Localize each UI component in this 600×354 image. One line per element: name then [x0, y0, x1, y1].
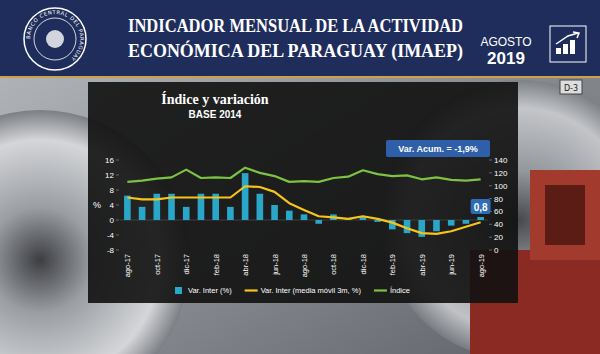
line-series — [127, 186, 480, 234]
y2-tick-label: 80 — [494, 195, 503, 204]
sign — [560, 80, 582, 94]
y2-tick-label: 140 — [494, 156, 508, 165]
bar — [139, 207, 146, 220]
bar — [301, 214, 308, 220]
logo-text-path: BANCO CENTRAL DEL PARAGUAY — [25, 9, 85, 63]
bar — [448, 220, 455, 226]
logo-text: BANCO CENTRAL DEL PARAGUAY — [25, 9, 85, 63]
y-tick — [116, 235, 119, 236]
y-tick — [116, 175, 119, 176]
header-title: ECONÓMICA DEL PARAGUAY (IMAEP) — [128, 40, 463, 62]
logo-seal — [46, 30, 64, 48]
line-series — [127, 168, 480, 182]
bar — [271, 205, 278, 220]
y2-tick — [489, 250, 492, 251]
x-tick-label: oct-17 — [153, 254, 162, 275]
y-tick-label: 0 — [110, 216, 115, 225]
x-tick-label: jun-18 — [271, 254, 280, 276]
bar — [477, 217, 484, 220]
x-tick-label: ago-18 — [300, 254, 309, 277]
header-band — [0, 0, 600, 78]
y-tick — [116, 190, 119, 191]
legend-swatch — [245, 289, 258, 291]
header-icon-arrow — [556, 32, 579, 44]
header-icon-bar — [570, 40, 575, 54]
background — [0, 0, 600, 354]
page: D-3 BANCO CENTRAL DEL PARAGUAY INDICADOR M… — [0, 0, 600, 354]
header-title: INDICADOR MENSUAL DE LA ACTIVIDAD — [128, 16, 463, 36]
plot-data — [124, 168, 484, 237]
logo-ring — [34, 18, 76, 60]
y-tick-label: 12 — [105, 171, 114, 180]
y2-tick-label: 20 — [494, 233, 503, 242]
y2-tick — [489, 185, 492, 186]
bar — [183, 207, 190, 220]
y2-tick — [489, 237, 492, 238]
legend: Var. Inter (%) Var. Inter (media móvil 3m… — [175, 286, 410, 295]
y-tick — [116, 250, 119, 251]
y-tick-label: -8 — [107, 246, 115, 255]
bar — [124, 196, 131, 220]
y2-tick-label: 100 — [494, 182, 508, 191]
bar — [286, 211, 293, 220]
y-tick-label: -4 — [107, 231, 115, 240]
machine — [545, 185, 585, 245]
y-tick-label: 4 — [110, 201, 115, 210]
bar — [257, 194, 264, 220]
legend-label: Var. Inter (media móvil 3m, %) — [261, 286, 362, 295]
x-tick-label: oct-18 — [329, 254, 338, 275]
x-tick-label: abr-18 — [241, 254, 250, 276]
header-icon-bar — [563, 44, 568, 54]
header-month: AGOSTO — [480, 35, 531, 49]
data-label-box — [471, 199, 491, 214]
legend-swatch — [374, 289, 387, 291]
bar — [433, 220, 440, 231]
bar — [315, 220, 322, 224]
x-tick-label: ago-17 — [123, 254, 132, 277]
x-tick-label: feb-18 — [212, 254, 221, 275]
y2-tick — [489, 224, 492, 225]
header-rule — [0, 76, 600, 78]
x-tick-label: abr-19 — [418, 254, 427, 276]
header-icon — [550, 26, 586, 62]
legend-swatch — [175, 287, 182, 294]
chart-title: Índice y variación — [161, 91, 269, 107]
y2-tick — [489, 198, 492, 199]
y2-tick-label: 60 — [494, 207, 503, 216]
y2-tick-label: 120 — [494, 169, 508, 178]
x-tick-label: ago-19 — [477, 254, 486, 277]
y-axis-label: % — [93, 200, 101, 210]
bar — [227, 207, 234, 220]
y-tick-label: 16 — [105, 156, 114, 165]
legend-label: Índice — [390, 286, 410, 295]
machine — [530, 170, 600, 260]
y-tick-label: 8 — [110, 186, 115, 195]
annotation-box — [386, 140, 490, 157]
bar — [463, 220, 470, 224]
x-tick-label: dic-17 — [182, 254, 191, 274]
y2-tick — [489, 160, 492, 161]
sign-label: D-3 — [564, 84, 578, 93]
y2-tick-label: 40 — [494, 220, 503, 229]
y-tick — [116, 220, 119, 221]
chart-panel — [88, 82, 518, 303]
x-tick-label: dic-18 — [359, 254, 368, 274]
data-label: 0,8 — [474, 202, 488, 213]
bar — [242, 173, 249, 220]
legend-label: Var. Inter (%) — [188, 286, 232, 295]
x-tick-label: feb-19 — [388, 254, 397, 275]
y2-tick-label: 0 — [494, 246, 499, 255]
y-tick — [116, 160, 119, 161]
bar — [153, 194, 160, 220]
header-year: 2019 — [487, 49, 525, 68]
y-tick — [116, 205, 119, 206]
chart-subtitle: BASE 2014 — [189, 109, 242, 120]
y2-tick — [489, 172, 492, 173]
header-icon-bar — [556, 48, 561, 54]
annotation: Var. Acum. = -1,9% — [398, 144, 477, 154]
x-tick-label: jun-19 — [447, 254, 456, 276]
logo-ring — [24, 8, 86, 70]
